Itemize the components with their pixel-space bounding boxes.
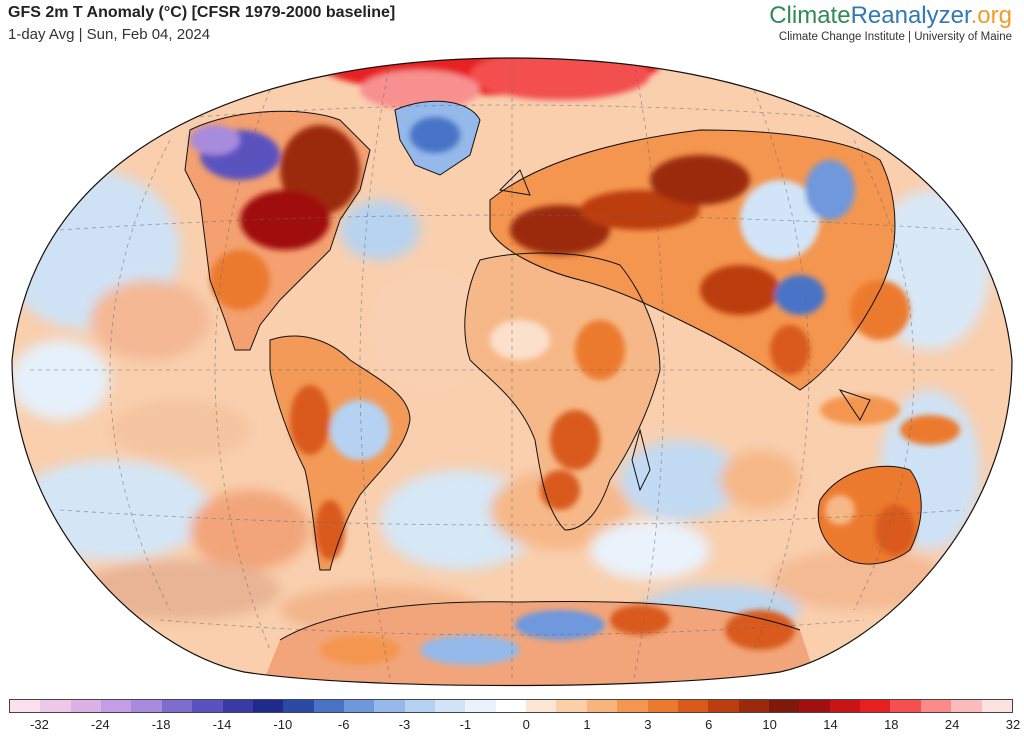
colorbar-segment: [101, 700, 132, 712]
colorbar-segment: [890, 700, 921, 712]
colorbar: [9, 699, 1013, 713]
colorbar-segment: [677, 700, 709, 712]
colorbar-tick-label: -32: [30, 717, 49, 732]
colorbar-segment: [768, 700, 800, 712]
map-title: GFS 2m T Anomaly (°C) [CFSR 1979-2000 ba…: [8, 4, 396, 21]
colorbar-tick-label: 32: [1005, 717, 1021, 732]
colorbar-segment: [161, 700, 193, 712]
colorbar-tick-label: -18: [151, 717, 171, 732]
colorbar-tick-label: 10: [762, 717, 777, 732]
colorbar-tick-label: 0: [522, 717, 530, 732]
anomaly-map: [0, 50, 1024, 690]
colorbar-segment: [192, 700, 223, 712]
brand-name-part3: .org: [970, 2, 1012, 29]
colorbar-tick-label: 1: [583, 717, 591, 732]
colorbar-segment: [799, 700, 830, 712]
colorbar-segment: [404, 700, 436, 712]
colorbar-segment: [920, 700, 952, 712]
colorbar-segment: [829, 700, 861, 712]
colorbar-segment: [374, 700, 405, 712]
colorbar-tick-label: 18: [884, 717, 899, 732]
colorbar-segment: [222, 700, 253, 712]
colorbar-segment: [313, 700, 344, 712]
colorbar-segment: [131, 700, 162, 712]
colorbar-segment: [981, 700, 1012, 712]
colorbar-segment: [526, 700, 557, 712]
colorbar-tick-label: -24: [90, 717, 110, 732]
colorbar-tick-label: -3: [398, 717, 411, 732]
colorbar-segment: [465, 700, 496, 712]
brand-name-part2: Reanalyzer: [850, 2, 971, 29]
colorbar-segment: [495, 700, 527, 712]
map-subtitle: 1-day Avg | Sun, Feb 04, 2024: [8, 26, 211, 43]
colorbar-segment: [647, 700, 678, 712]
colorbar-tick-label: 24: [944, 717, 960, 732]
colorbar-segment: [252, 700, 284, 712]
colorbar-tick-labels: -32 -24 -18 -14 -10 -6 -3 -1 0 1 3 6 10 14 18 24 32: [9, 717, 1020, 735]
colorbar-tick-label: -6: [337, 717, 350, 732]
colorbar-segment: [40, 700, 71, 712]
colorbar-tick-label: -14: [212, 717, 232, 732]
brand-name: ClimateReanalyzer.org: [769, 2, 1012, 30]
colorbar-segment: [586, 700, 618, 712]
colorbar-segment: [343, 700, 375, 712]
brand-logo[interactable]: ClimateReanalyzer.org Climate Change Ins…: [769, 2, 1012, 43]
colorbar-segment: [860, 700, 891, 712]
colorbar-segment: [10, 700, 41, 712]
colorbar-segment: [708, 700, 739, 712]
colorbar-tick-label: -10: [273, 717, 293, 732]
colorbar-segment: [70, 700, 102, 712]
colorbar-tick-label: -1: [459, 717, 472, 732]
colorbar-tick-label: 6: [705, 717, 713, 732]
world-map-svg: [11, 57, 1013, 687]
colorbar-tick-label: 14: [823, 717, 838, 732]
colorbar-segment: [556, 700, 587, 712]
colorbar-segment: [951, 700, 982, 712]
colorbar-segment: [617, 700, 648, 712]
brand-subtitle: Climate Change Institute | University of…: [778, 31, 1012, 43]
colorbar-segment: [283, 700, 314, 712]
colorbar-segment: [435, 700, 466, 712]
brand-name-part1: Climate: [769, 2, 851, 29]
colorbar-tick-label: 3: [644, 717, 652, 732]
colorbar-segment: [738, 700, 769, 712]
